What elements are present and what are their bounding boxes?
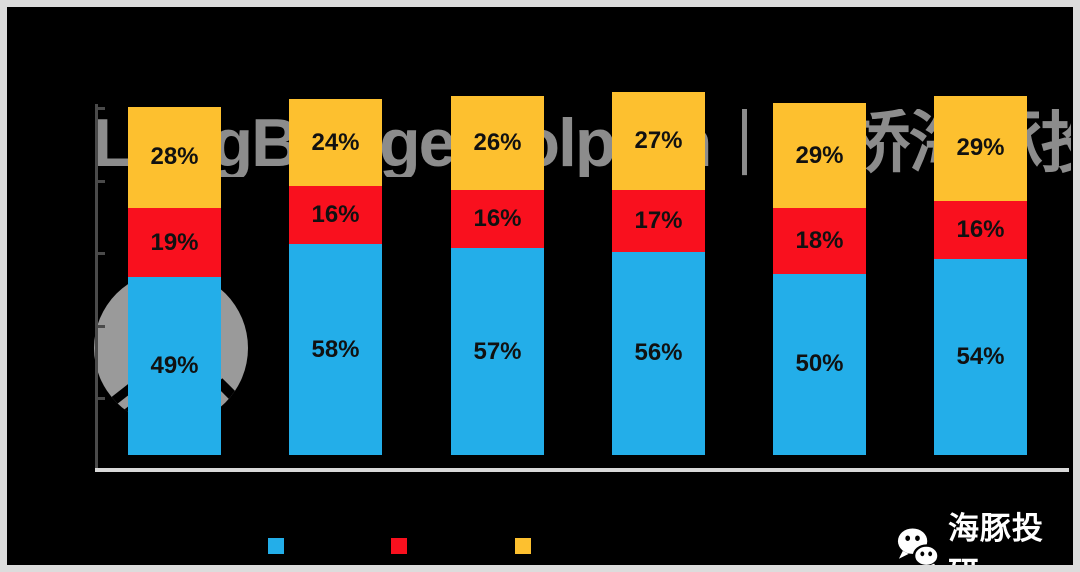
data-label: 24% [311,128,360,156]
data-label: 56% [634,339,683,367]
data-label: 54% [956,342,1005,370]
y-axis-tick [97,252,105,255]
bar-red-segment: 17% [612,190,705,252]
stacked-bar: 58% 16% 24% [289,99,382,455]
bar-red-segment: 16% [451,190,544,249]
footer-brand: 海豚投研 [895,503,1073,565]
bar-yellow-segment: 24% [289,99,382,187]
data-label: 49% [150,352,199,380]
data-label: 27% [634,127,683,155]
stacked-bar: 50% 18% 29% [773,102,866,455]
data-label: 19% [150,228,199,256]
bar-yellow-segment: 29% [934,95,1027,201]
bar-yellow-segment: 29% [773,102,866,209]
y-axis-tick [97,397,105,400]
data-label: 28% [150,143,199,171]
legend-swatch-blue [268,538,284,554]
bar-yellow-segment: 27% [612,92,705,191]
data-label: 16% [311,201,360,229]
footer-brand-name: 海豚投研 [947,511,1044,565]
stacked-bar: 54% 16% 29% [934,95,1027,455]
watermark-text: LongBridge Dolphin｜长桥海豚投研 [93,109,1071,177]
data-label: 18% [795,226,844,254]
data-label: 16% [956,215,1005,243]
bar-blue-segment: 54% [934,258,1027,455]
data-label: 17% [634,206,683,234]
bar-red-segment: 16% [934,200,1027,259]
wechat-logo-icon [897,528,940,565]
legend-swatch-yellow [515,538,531,554]
bar-red-segment: 16% [289,186,382,245]
data-label: 50% [795,350,844,378]
stacked-bar: 49% 19% 28% [128,106,221,455]
y-axis-tick [97,107,105,110]
bar-red-segment: 18% [773,208,866,274]
bar-red-segment: 19% [128,208,221,278]
bar-blue-segment: 49% [128,277,221,455]
data-label: 29% [956,134,1005,162]
legend-swatch-red [391,538,407,554]
bar-blue-segment: 50% [773,273,866,455]
data-label: 26% [473,128,522,156]
data-label: 58% [311,335,360,363]
bar-blue-segment: 57% [451,248,544,455]
y-axis-tick [97,180,105,183]
bar-yellow-segment: 26% [451,95,544,191]
y-axis-tick [97,325,105,328]
bar-blue-segment: 56% [612,251,705,455]
stacked-bar: 56% 17% 27% [612,92,705,455]
bar-blue-segment: 58% [289,244,382,455]
data-label: 16% [473,205,522,233]
data-label: 57% [473,337,522,365]
stacked-bar: 57% 16% 26% [451,95,544,455]
x-axis-baseline [95,468,1069,472]
y-axis-line [95,104,98,470]
bar-yellow-segment: 28% [128,106,221,209]
data-label: 29% [795,141,844,169]
